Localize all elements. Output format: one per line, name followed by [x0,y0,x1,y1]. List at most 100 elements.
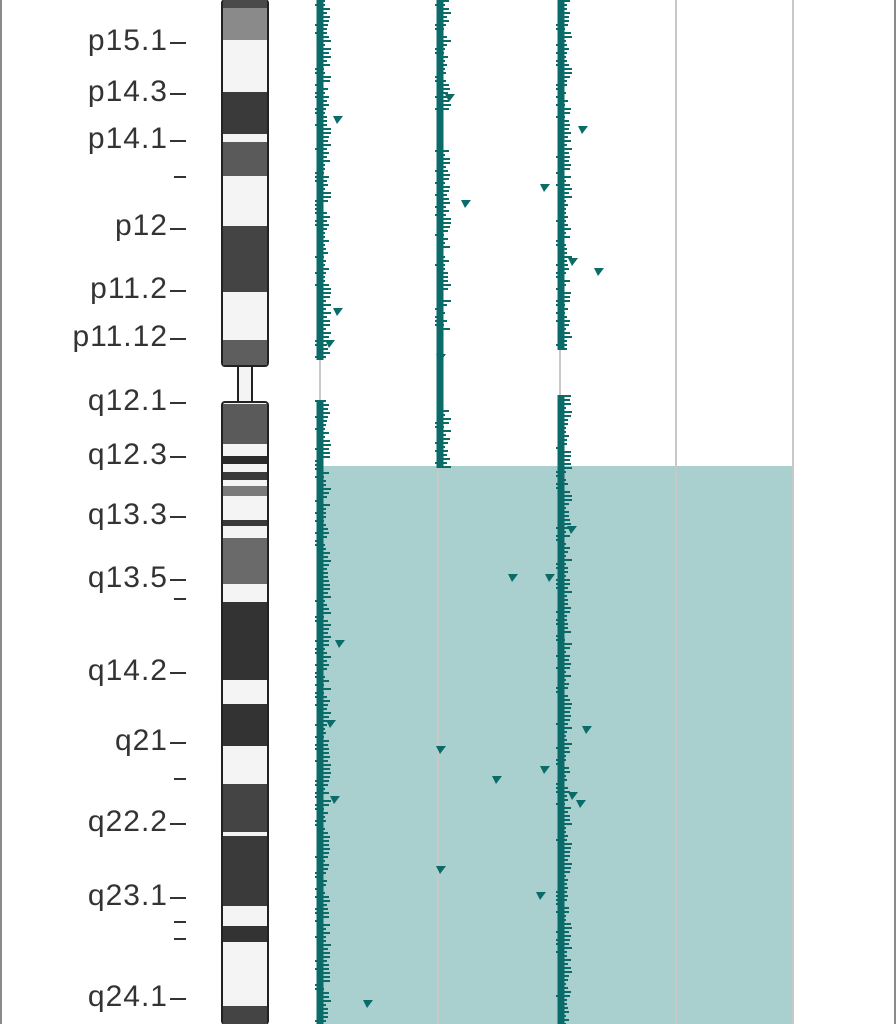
track-noise [558,403,571,405]
track-noise [437,300,451,302]
track-noise [558,683,569,685]
band-tick [170,579,186,581]
track-noise [315,744,328,746]
track-noise [437,226,450,228]
track-noise [558,224,568,226]
track-noise [556,60,567,62]
track-noise [558,212,566,214]
track-noise [317,592,328,594]
track-noise [317,816,325,818]
track-noise [317,1008,328,1010]
track-noise [558,927,572,929]
data-track-1 [315,0,373,1024]
track-noise [315,92,325,94]
track-noise [317,48,331,50]
track-noise [556,475,564,477]
data-point [333,116,343,124]
track-noise [317,952,330,954]
track-noise [556,272,566,274]
track-noise [558,296,570,298]
track-noise [556,88,564,90]
track-noise [558,164,571,166]
track-noise [317,312,331,314]
track-noise [317,916,329,918]
track-noise [558,615,567,617]
track-noise [315,172,324,174]
track-noise [556,28,565,30]
track-noise [317,192,331,194]
track-noise [317,628,329,630]
track-noise [556,587,568,589]
track-noise [558,148,572,150]
track-noise [556,44,567,46]
track-noise [437,154,445,156]
track-noise [437,40,451,42]
track-noise [556,903,564,905]
track-noise [556,487,564,489]
track-noise [317,16,330,18]
track-noise [435,308,443,310]
band-label-p14-1: p14.1 [87,122,168,155]
track-noise [556,911,569,913]
track-noise [435,462,447,464]
track-noise [437,12,451,14]
track-noise [558,595,567,597]
track-noise [317,12,327,14]
track-noise [315,748,329,750]
track-noise [558,743,572,745]
data-point [436,354,446,362]
track-noise [558,32,571,34]
track-noise [315,600,325,602]
track-noise [317,304,331,306]
track-noise [558,871,570,873]
track-noise [435,194,447,196]
track-noise [317,240,329,242]
track-noise [558,823,572,825]
track-noise [558,499,572,501]
track-noise [558,455,571,457]
data-point [567,526,577,534]
band-tick [174,176,186,178]
track-noise [558,731,567,733]
track-noise [558,152,569,154]
track-noise [556,64,569,66]
track-noise [437,210,449,212]
track-noise [556,995,570,997]
track-noise [437,288,448,290]
track-noise [317,116,327,118]
track-noise [556,939,570,941]
track-noise [558,703,572,705]
track-noise [317,596,331,598]
track-noise [437,166,446,168]
track-noise [558,679,566,681]
band-tick [170,998,186,1000]
track-noise [317,132,331,134]
track-noise [437,104,451,106]
track-noise [315,780,329,782]
track-noise [556,96,564,98]
track-noise [315,428,325,430]
track-noise [315,808,324,810]
track-noise [558,16,569,18]
track-noise [437,434,446,436]
track-noise [558,695,568,697]
track-noise [317,492,329,494]
track-noise [558,735,566,737]
track-noise [558,292,571,294]
track-noise [435,170,448,172]
track-noise [437,246,450,248]
track-noise [437,20,449,22]
track-noise [556,723,568,725]
band-tick [170,338,186,340]
track-noise [437,100,449,102]
track-noise [317,560,331,562]
track-noise [558,1019,569,1021]
track-noise [558,907,569,909]
track-noise [315,544,325,546]
track-noise [315,4,325,6]
track-noise [437,272,448,274]
track-noise [317,624,331,626]
track-noise [317,216,330,218]
track-noise [556,951,567,953]
